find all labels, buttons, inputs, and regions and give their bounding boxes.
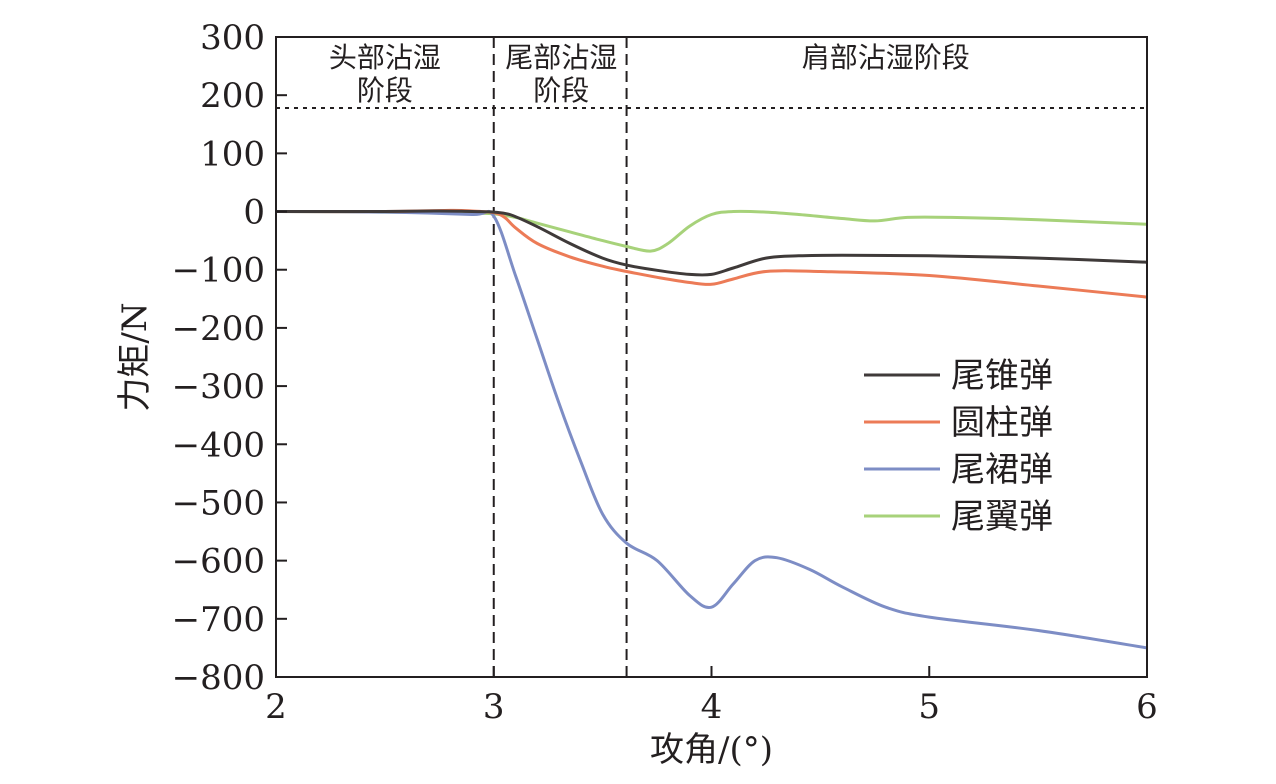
y-tick-label-0: 0 [243,193,265,233]
y-tick-label-m700: −700 [172,600,265,640]
y-tick-label-m300: −300 [172,367,265,407]
stage-label-1-line-1: 头部沾湿 [329,41,441,74]
y-tick-label-m800: −800 [172,658,265,698]
axis-ticks [275,36,1148,678]
y-tick-label-m400: −400 [172,425,265,465]
x-tick-labels: 2 3 4 5 6 [265,687,1158,727]
x-tick-label-3: 3 [483,687,505,727]
y-tick-label-m600: −600 [172,542,265,582]
x-tick-label-4: 4 [701,687,723,727]
legend-label-2: 圆柱弹 [951,403,1053,443]
legend-label-4: 尾翼弹 [951,497,1053,537]
stage-label-2-line-1: 尾部沾湿 [505,41,617,74]
y-tick-label-300: 300 [200,18,265,58]
series-lines [275,208,1148,650]
y-tick-label-m500: −500 [172,483,265,523]
series-line-3 [275,209,1148,650]
stage-label-3-line-1: 肩部沾湿阶段 [802,41,970,74]
series-line-4 [275,209,1148,253]
x-axis-title: 攻角/(°) [650,730,773,770]
x-tick-label-5: 5 [918,687,940,727]
x-tick-label-6: 6 [1136,687,1158,727]
series-line-1 [275,209,1148,277]
y-tick-label-m100: −100 [172,251,265,291]
legend-label-1: 尾锥弹 [951,356,1053,396]
legend-label-3: 尾裙弹 [951,450,1053,490]
y-axis-title: 力矩/N [115,302,155,411]
y-tick-label-100: 100 [200,134,265,174]
x-tick-label-2: 2 [265,687,287,727]
y-tick-label-m200: −200 [172,309,265,349]
stage-label-1-line-2: 阶段 [357,74,413,107]
y-tick-label-200: 200 [200,76,265,116]
y-tick-labels: 300 200 100 0 −100 −200 −300 −400 −500 −600 −700 −8… [172,18,265,698]
stage-label-2-line-2: 阶段 [533,74,589,107]
series-line-2 [275,208,1148,299]
